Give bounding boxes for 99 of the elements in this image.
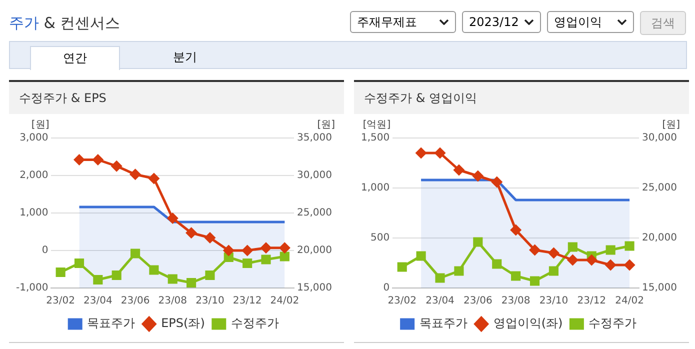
point <box>416 148 426 158</box>
y2-tick-label: 30,000 <box>642 132 678 144</box>
y2-tick-label: 25,000 <box>297 208 332 219</box>
point <box>279 242 290 254</box>
y-tick-label: 1,000 <box>360 182 390 194</box>
point <box>93 274 103 285</box>
point <box>472 170 484 182</box>
y2-axis-title: [원] <box>317 120 336 131</box>
y2-axis-title: [원] <box>662 120 680 131</box>
point <box>624 260 635 270</box>
x-tick-label: 23/12 <box>232 296 262 307</box>
point <box>605 260 616 270</box>
point <box>492 259 502 269</box>
text: 연간 <box>30 46 120 70</box>
point <box>168 274 178 284</box>
text: 검색 <box>640 11 686 35</box>
text: 2023/12 <box>469 15 519 29</box>
point <box>130 169 141 180</box>
point <box>260 242 272 254</box>
y-tick-label: -1,000 <box>16 282 48 294</box>
x-tick-label: 24/02 <box>615 296 644 307</box>
legend-label: 영업이익(좌) <box>493 316 563 330</box>
y2-tick-label: 15,000 <box>642 282 678 294</box>
y2-tick-label: 20,000 <box>642 232 678 244</box>
point <box>186 228 197 238</box>
x-tick-label: 23/02 <box>388 296 417 307</box>
legend-label: 목표주가 <box>87 316 136 330</box>
point <box>223 245 234 256</box>
point <box>510 224 522 236</box>
y-tick-label: 0 <box>42 245 48 256</box>
x-tick-label: 23/10 <box>196 296 224 307</box>
point <box>454 164 464 176</box>
chart-title: 수정주가 & EPS <box>9 82 344 114</box>
point <box>606 245 616 255</box>
point <box>111 160 122 172</box>
x-tick-label: 23/04 <box>426 296 454 307</box>
legend-label: 목표주가 <box>419 316 468 330</box>
point <box>568 242 578 252</box>
point <box>473 237 483 247</box>
y2-tick-label: 15,000 <box>297 282 332 294</box>
point <box>530 276 540 286</box>
point <box>530 244 540 256</box>
point <box>586 254 597 266</box>
point <box>280 252 290 262</box>
point <box>112 270 122 280</box>
point <box>205 270 215 280</box>
x-tick-label: 23/06 <box>120 296 150 307</box>
point <box>130 248 140 258</box>
x-tick-label: 23/12 <box>577 296 606 307</box>
y-axis-title: [원] <box>31 120 50 131</box>
y2-tick-label: 20,000 <box>297 245 332 256</box>
legend-label: 수정주가 <box>588 316 637 330</box>
x-tick-label: 23/02 <box>46 296 75 307</box>
y-axis-title: [억원] <box>362 120 391 131</box>
point <box>148 173 160 184</box>
y2-tick-label: 35,000 <box>297 132 332 144</box>
point <box>92 154 104 165</box>
y2-tick-label: 30,000 <box>297 170 332 182</box>
point <box>149 265 159 275</box>
y-tick-label: 0 <box>383 282 390 294</box>
x-tick-label: 23/08 <box>158 296 188 307</box>
legend-label: 수정주가 <box>230 316 279 330</box>
legend-label: EPS(좌) <box>161 316 205 330</box>
y-tick-label: 500 <box>370 232 390 244</box>
y2-tick-label: 25,000 <box>642 182 678 194</box>
point <box>434 148 446 158</box>
text: 주가 & 컨센서스 <box>9 14 120 33</box>
point <box>242 258 252 268</box>
point <box>74 258 84 268</box>
point <box>242 245 253 256</box>
point <box>511 271 521 281</box>
point <box>567 254 578 266</box>
point <box>416 251 426 261</box>
point <box>74 154 84 165</box>
x-tick-label: 23/10 <box>539 296 568 307</box>
text: 분기 <box>172 49 198 66</box>
x-tick-label: 23/06 <box>464 296 492 307</box>
point <box>204 232 216 243</box>
x-tick-label: 23/04 <box>84 296 112 307</box>
y-tick-label: 2,000 <box>20 170 48 182</box>
y-tick-label: 1,500 <box>360 132 390 144</box>
point <box>397 262 407 272</box>
y-tick-label: 1,000 <box>20 208 48 219</box>
point <box>186 278 196 288</box>
point <box>548 266 559 276</box>
point <box>167 213 178 224</box>
text: 영업이익 <box>554 14 602 30</box>
point <box>435 273 445 283</box>
text: 주재무제표 <box>357 14 417 30</box>
x-tick-label: 24/02 <box>270 296 300 307</box>
x-tick-label: 23/08 <box>501 296 530 307</box>
point <box>548 248 559 258</box>
point <box>624 241 634 251</box>
point <box>56 267 66 278</box>
point <box>261 254 271 264</box>
point <box>454 266 464 276</box>
y-tick-label: 3,000 <box>20 132 48 144</box>
chart-title: 수정주가 & 영업이익 <box>354 82 689 114</box>
point <box>492 176 502 188</box>
